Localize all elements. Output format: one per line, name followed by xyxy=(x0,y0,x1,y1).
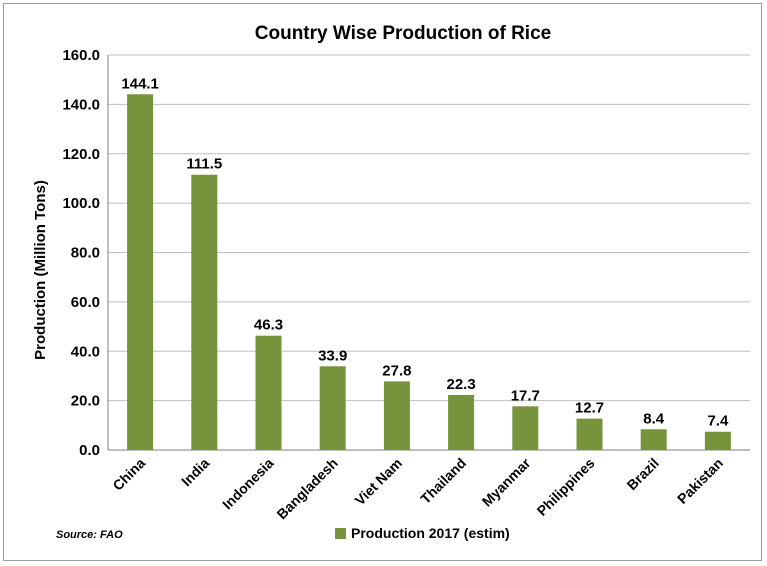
data-labels: 144.1 111.5 46.3 33.9 27.8 22.3 17.7 12.7 8.4 7.4 xyxy=(121,75,729,429)
data-label: 46.3 xyxy=(254,317,283,334)
bar-pakistan xyxy=(704,431,731,450)
y-tick-label: 20.0 xyxy=(71,393,100,410)
data-label: 12.7 xyxy=(575,400,604,417)
x-category-label: Philippines xyxy=(533,455,597,519)
data-label: 144.1 xyxy=(121,75,159,92)
bar-philippines xyxy=(576,418,603,450)
chart-title: Country Wise Production of Rice xyxy=(255,23,551,44)
y-tick-label: 120.0 xyxy=(62,146,100,163)
y-tick-label: 0.0 xyxy=(79,442,100,459)
y-tick-label: 80.0 xyxy=(71,245,100,262)
y-tick-label: 140.0 xyxy=(62,96,100,113)
y-tick-label: 160.0 xyxy=(62,47,100,64)
bar-bangladesh xyxy=(319,366,346,450)
x-category-label: Thailand xyxy=(417,455,469,507)
x-category-label: Indonesia xyxy=(219,455,277,513)
data-label: 33.9 xyxy=(318,347,347,364)
y-tick-label: 100.0 xyxy=(62,195,100,212)
data-label: 27.8 xyxy=(382,362,411,379)
bar-china xyxy=(127,94,154,451)
data-label: 22.3 xyxy=(446,376,475,393)
data-label: 111.5 xyxy=(186,156,222,173)
x-category-label: Pakistan xyxy=(674,455,726,507)
legend-swatch xyxy=(335,528,346,539)
x-category-label: China xyxy=(109,455,148,494)
bars xyxy=(127,94,731,451)
x-category-label: Viet Nam xyxy=(352,455,406,509)
x-category-label: Brazil xyxy=(624,455,662,493)
bar-thailand xyxy=(448,394,475,450)
y-axis-ticks: 0.0 20.0 40.0 60.0 80.0 100.0 120.0 140.0 160.0 xyxy=(62,47,100,459)
y-tick-label: 40.0 xyxy=(71,343,100,360)
y-axis-label: Production (Million Tons) xyxy=(32,180,49,360)
data-label: 7.4 xyxy=(707,413,729,430)
x-category-label: Myanmar xyxy=(479,454,534,509)
legend-label: Production 2017 (estim) xyxy=(351,525,510,541)
x-category-label: Bangladesh xyxy=(273,455,340,522)
source-note: Source: FAO xyxy=(56,529,123,541)
data-label: 17.7 xyxy=(511,387,540,404)
bar-myanmar xyxy=(512,406,539,450)
bar-viet-nam xyxy=(383,381,410,450)
data-label: 8.4 xyxy=(643,410,665,427)
y-tick-label: 60.0 xyxy=(71,294,100,311)
x-category-label: India xyxy=(178,455,213,490)
bar-brazil xyxy=(640,429,667,450)
bar-indonesia xyxy=(255,335,282,450)
bar-india xyxy=(191,174,218,450)
